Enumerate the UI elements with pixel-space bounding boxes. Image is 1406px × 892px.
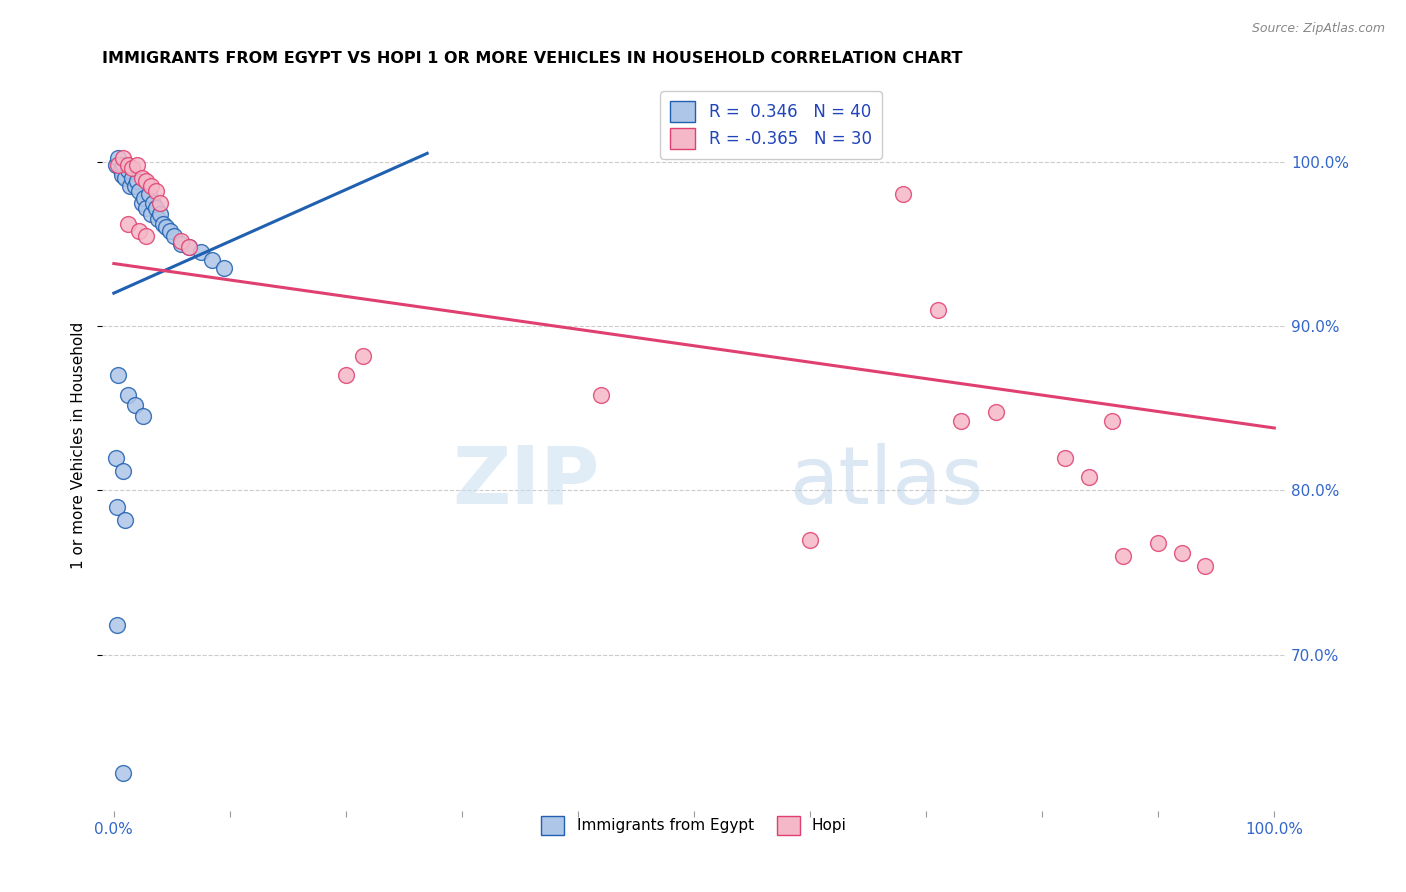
- Point: [352, 349, 374, 363]
- Point: [1170, 546, 1192, 560]
- Point: [212, 261, 235, 276]
- Point: [105, 618, 128, 632]
- Point: [1077, 470, 1099, 484]
- Point: [891, 187, 914, 202]
- Point: [107, 158, 129, 172]
- Point: [984, 404, 1007, 418]
- Point: [1194, 559, 1216, 574]
- Point: [135, 201, 157, 215]
- Point: [146, 212, 169, 227]
- Text: ZIP: ZIP: [453, 442, 599, 521]
- Point: [117, 388, 139, 402]
- Point: [105, 450, 128, 465]
- Point: [131, 195, 153, 210]
- Point: [135, 228, 157, 243]
- Point: [114, 513, 136, 527]
- Legend: Immigrants from Egypt, Hopi: Immigrants from Egypt, Hopi: [533, 807, 856, 844]
- Point: [117, 162, 139, 177]
- Point: [145, 201, 167, 215]
- Point: [112, 158, 135, 172]
- Text: atlas: atlas: [789, 442, 983, 521]
- Point: [1054, 450, 1077, 465]
- Point: [139, 207, 162, 221]
- Point: [152, 217, 174, 231]
- Point: [125, 174, 148, 188]
- Point: [124, 398, 146, 412]
- Point: [335, 368, 357, 383]
- Y-axis label: 1 or more Vehicles in Household: 1 or more Vehicles in Household: [72, 322, 86, 569]
- Point: [179, 240, 201, 254]
- Point: [155, 220, 177, 235]
- Point: [170, 236, 193, 251]
- Point: [107, 151, 129, 165]
- Point: [132, 191, 155, 205]
- Point: [799, 533, 821, 547]
- Point: [121, 161, 143, 176]
- Point: [112, 151, 135, 165]
- Point: [138, 187, 160, 202]
- Point: [112, 464, 135, 478]
- Point: [201, 253, 224, 268]
- Point: [128, 224, 150, 238]
- Point: [117, 158, 139, 172]
- Point: [170, 234, 193, 248]
- Point: [142, 195, 165, 210]
- Point: [149, 195, 172, 210]
- Point: [111, 168, 134, 182]
- Point: [950, 414, 973, 428]
- Point: [132, 409, 155, 424]
- Point: [110, 162, 132, 177]
- Point: [927, 302, 949, 317]
- Point: [135, 174, 157, 188]
- Point: [159, 224, 181, 238]
- Text: IMMIGRANTS FROM EGYPT VS HOPI 1 OR MORE VEHICLES IN HOUSEHOLD CORRELATION CHART: IMMIGRANTS FROM EGYPT VS HOPI 1 OR MORE …: [103, 51, 963, 66]
- Point: [121, 171, 143, 186]
- Point: [1112, 549, 1135, 564]
- Point: [125, 158, 148, 172]
- Point: [128, 184, 150, 198]
- Point: [591, 388, 613, 402]
- Point: [117, 217, 139, 231]
- Text: Source: ZipAtlas.com: Source: ZipAtlas.com: [1251, 22, 1385, 36]
- Point: [1147, 536, 1170, 550]
- Point: [1101, 414, 1123, 428]
- Point: [105, 158, 128, 172]
- Point: [114, 171, 136, 186]
- Point: [139, 179, 162, 194]
- Point: [120, 179, 142, 194]
- Point: [149, 207, 172, 221]
- Point: [163, 228, 186, 243]
- Point: [105, 500, 128, 514]
- Point: [124, 179, 146, 194]
- Point: [112, 766, 135, 780]
- Point: [131, 171, 153, 186]
- Point: [179, 240, 201, 254]
- Point: [190, 245, 212, 260]
- Point: [145, 184, 167, 198]
- Point: [107, 368, 129, 383]
